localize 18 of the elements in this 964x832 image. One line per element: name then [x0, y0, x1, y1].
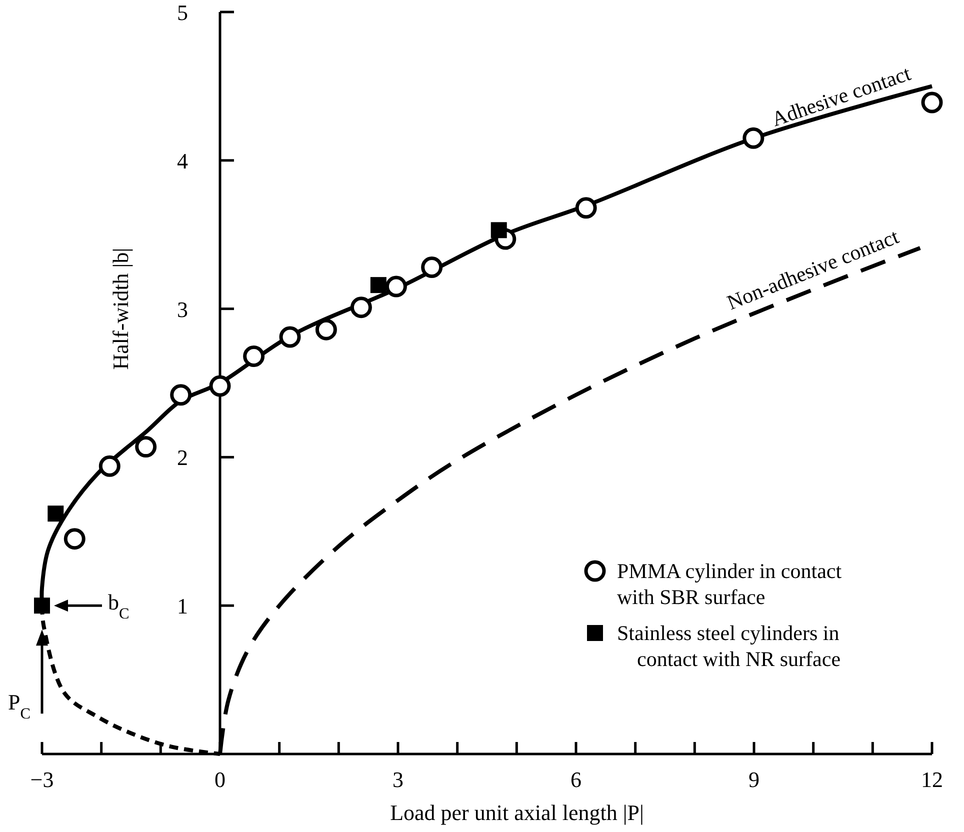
x-tick-label: 6 [570, 767, 582, 792]
x-axis-title: Load per unit axial length |P| [390, 800, 644, 825]
annotation: b$_{C}$ [108, 590, 130, 622]
text: P$_{C}$ [8, 690, 31, 722]
y-tick-label: 4 [177, 148, 188, 174]
y-tick-label: 1 [177, 594, 188, 619]
text: Adhesive contact [768, 61, 914, 132]
y-tick-label: 5 [177, 0, 188, 25]
legend-label: PMMA cylinder in contact with SBR surface [617, 559, 842, 609]
x-tick-label: 9 [748, 767, 760, 792]
x-tick-label: 0 [214, 767, 226, 792]
legend-label: Stainless steel cylinders in contact with NR surface [617, 621, 841, 671]
y-axis-title: Half-width |b| [108, 248, 133, 370]
x-tick-label: −3 [30, 767, 54, 792]
y-tick-label: 2 [177, 445, 188, 470]
x-tick-label: 12 [921, 767, 943, 792]
x-tick-label: 3 [392, 767, 404, 792]
y-tick-label: 3 [177, 296, 188, 322]
